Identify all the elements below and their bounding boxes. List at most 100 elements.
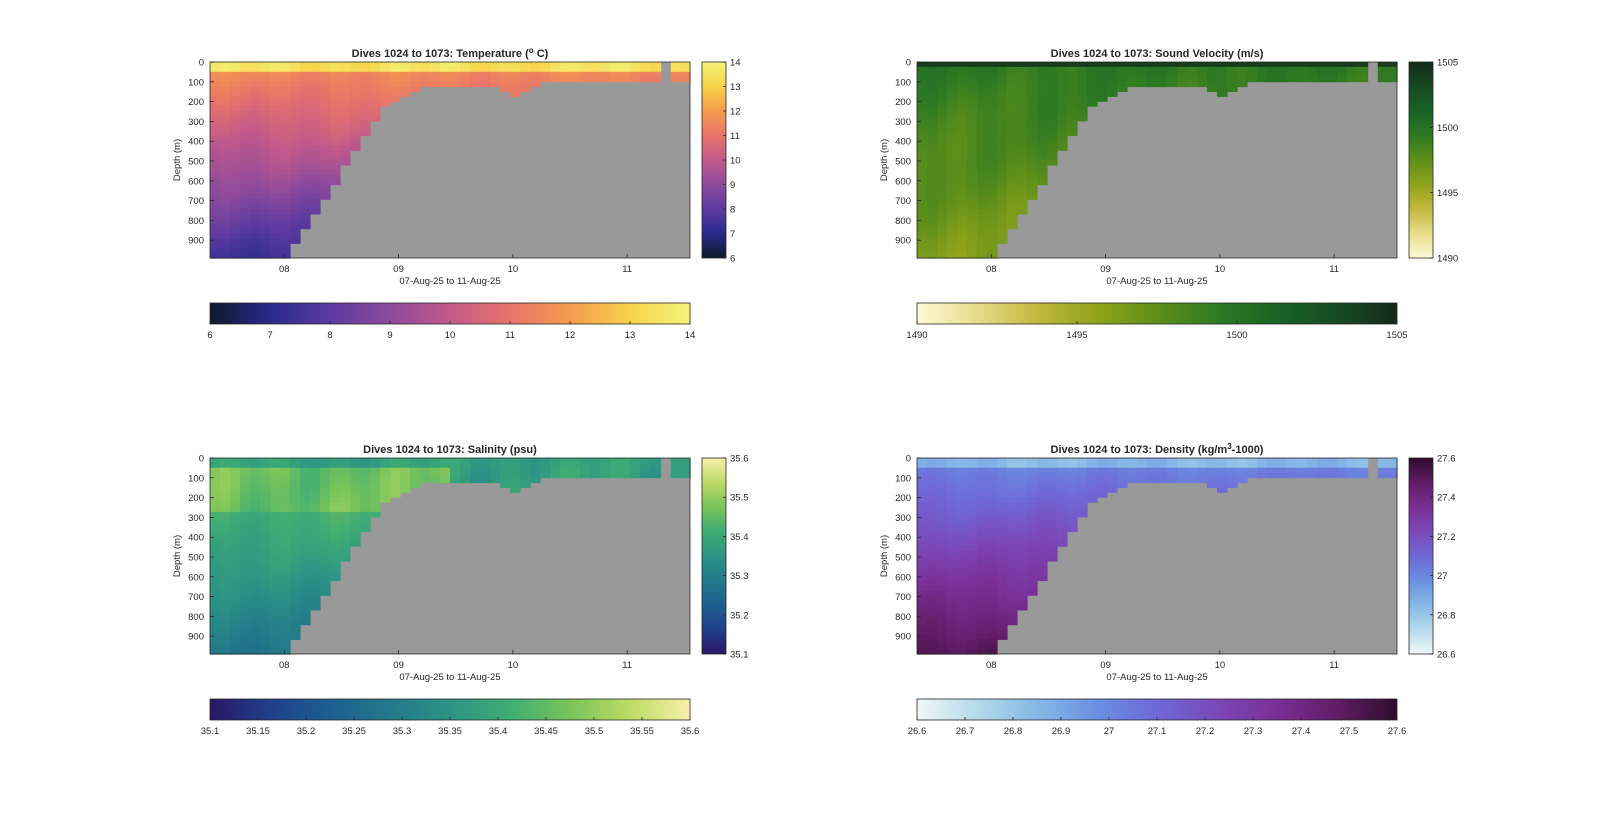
heatmap-cell (240, 91, 251, 97)
heatmap-cell (1137, 76, 1148, 83)
heatmap-cell (1087, 66, 1098, 73)
heatmap-cell (280, 253, 291, 259)
heatmap-cell (1007, 66, 1018, 73)
heatmap-cell (240, 96, 251, 102)
heatmap-cell (1177, 76, 1188, 83)
heatmap-cell (260, 184, 271, 190)
heatmap-cell (290, 536, 301, 542)
heatmap-cell (1157, 62, 1168, 68)
heatmap-cell (997, 238, 1008, 244)
heatmap-cell (630, 66, 641, 73)
heatmap-cell (380, 467, 391, 474)
heatmap-cell (530, 462, 541, 469)
heatmap-cell (977, 120, 988, 127)
heatmap-cell (260, 644, 271, 650)
heatmap-cell (987, 106, 998, 112)
heatmap-cell (937, 174, 948, 181)
heatmap-cell (370, 458, 381, 464)
heatmap-cell (977, 213, 988, 220)
heatmap-cell (967, 233, 978, 239)
heatmap-cell (1267, 462, 1278, 469)
heatmap-cell (270, 189, 281, 195)
heatmap-cell (1117, 477, 1128, 484)
heatmap-cell (997, 565, 1008, 572)
heatmap-cell (230, 590, 241, 596)
heatmap-cell (947, 472, 958, 479)
heatmap-cell (937, 639, 948, 645)
heatmap-cell (450, 81, 461, 88)
heatmap-cell (370, 111, 381, 117)
heatmap-cell (1047, 86, 1058, 92)
heatmap-cell (260, 194, 271, 200)
y-tick-label: 800 (188, 612, 204, 623)
heatmap-cell (1197, 71, 1208, 78)
heatmap-cell (330, 521, 341, 528)
heatmap-cell (250, 164, 261, 171)
heatmap-cell (470, 477, 481, 484)
heatmap-cell (1097, 477, 1108, 484)
heatmap-cell (370, 106, 381, 112)
heatmap-cell (1127, 477, 1138, 484)
heatmap-cell (260, 91, 271, 97)
heatmap-cell (250, 189, 261, 195)
heatmap-cell (340, 120, 351, 127)
heatmap-cell (1017, 516, 1028, 523)
heatmap-cell (220, 482, 231, 488)
heatmap-cell (997, 560, 1008, 567)
heatmap-cell (250, 179, 261, 186)
heatmap-cell (370, 462, 381, 469)
heatmap-cell (600, 458, 611, 464)
heatmap-cell (917, 233, 928, 239)
heatmap-cell (210, 115, 221, 122)
heatmap-cell (967, 477, 978, 484)
heatmap-cell (1107, 487, 1118, 493)
heatmap-cell (1097, 458, 1108, 464)
heatmap-cell (560, 458, 571, 464)
heatmap-cell (937, 526, 948, 533)
heatmap-cell (1167, 472, 1178, 479)
heatmap-cell (330, 150, 341, 156)
heatmap-cell (360, 111, 371, 117)
heatmap-cell (937, 66, 948, 73)
heatmap-cell (300, 560, 311, 567)
heatmap-cell (967, 570, 978, 577)
heatmap-cell (220, 228, 231, 235)
heatmap-cell (987, 209, 998, 215)
heatmap-cell (320, 556, 331, 562)
heatmap-cell (917, 228, 928, 235)
heatmap-cell (290, 174, 301, 181)
heatmap-cell (937, 609, 948, 616)
heatmap-cell (230, 634, 241, 640)
heatmap-cell (977, 482, 988, 488)
heatmap-cell (947, 248, 958, 254)
heatmap-cell (1027, 184, 1038, 190)
heatmap-cell (230, 233, 241, 239)
heatmap-cell (350, 101, 361, 107)
heatmap-cell (1327, 462, 1338, 469)
heatmap-cell (240, 639, 251, 645)
y-axis-label: Depth (m) (879, 535, 890, 577)
heatmap-cell (927, 135, 938, 141)
heatmap-cell (1007, 497, 1018, 503)
heatmap-cell (390, 467, 401, 474)
heatmap-cell (230, 575, 241, 582)
heatmap-cell (360, 458, 371, 464)
heatmap-cell (997, 120, 1008, 127)
heatmap-cell (390, 472, 401, 479)
heatmap-cell (570, 62, 581, 68)
heatmap-cell (370, 511, 381, 518)
heatmap-cell (1197, 66, 1208, 73)
heatmap-cell (210, 560, 221, 567)
heatmap-cell (957, 91, 968, 97)
heatmap-cell (280, 516, 291, 523)
heatmap-cell (290, 585, 301, 591)
heatmap-cell (1027, 565, 1038, 572)
y-tick-label: 400 (895, 533, 911, 544)
heatmap-cell (270, 218, 281, 225)
heatmap-cell (230, 76, 241, 83)
heatmap-cell (1027, 179, 1038, 186)
heatmap-cell (1007, 472, 1018, 479)
heatmap-cell (917, 507, 928, 513)
heatmap-cell (1067, 120, 1078, 127)
heatmap-cell (320, 62, 331, 68)
